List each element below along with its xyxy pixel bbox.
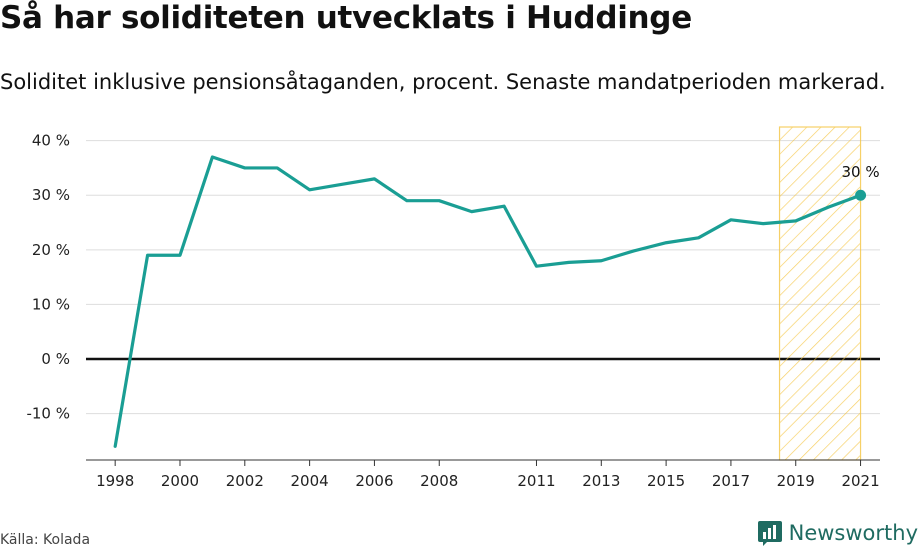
y-tick-label: 0 % [41, 350, 70, 368]
series-line-0 [113, 155, 863, 448]
x-tick-label: 2017 [712, 472, 750, 490]
source-note: Källa: Kolada [0, 532, 91, 548]
x-tick-label: 2011 [517, 472, 555, 490]
highlight-band [778, 126, 862, 461]
x-tick-label: 2006 [355, 472, 393, 490]
y-tick-label: -10 % [26, 405, 70, 423]
y-tick-label: 20 % [32, 241, 70, 259]
labels: -10 % 0 % 10 % 20 % 30 % 40 % 1998 2000 2002 2004… [26, 132, 879, 490]
x-tick-label: 2004 [291, 472, 329, 490]
y-tick-label: 30 % [32, 186, 70, 204]
data-label: 30 % [842, 163, 880, 181]
x-tick-label: 2008 [420, 472, 458, 490]
x-tick-label: 2015 [647, 472, 685, 490]
y-tick-label: 10 % [32, 295, 70, 313]
chart-title: Så har soliditeten utvecklats i Huddinge [0, 0, 692, 36]
y-tick-label: 40 % [32, 132, 70, 150]
newsworthy-logo-icon [757, 521, 782, 546]
chart-subtitle: Soliditet inklusive pensionsåtaganden, p… [0, 70, 886, 94]
mandate-period-highlight [778, 126, 862, 461]
x-tick-label: 2013 [582, 472, 620, 490]
brand-name: Newsworthy [788, 521, 918, 545]
x-tick-label: 2019 [777, 472, 815, 490]
series-line [113, 155, 867, 448]
x-tick-label: 1998 [96, 472, 134, 490]
last-data-point [855, 189, 867, 201]
axes [86, 459, 880, 466]
x-tick-label: 2000 [161, 472, 199, 490]
brand: Newsworthy [757, 520, 918, 546]
x-tick-label: 2021 [841, 472, 879, 490]
x-tick-label: 2002 [226, 472, 264, 490]
grid [86, 140, 880, 415]
